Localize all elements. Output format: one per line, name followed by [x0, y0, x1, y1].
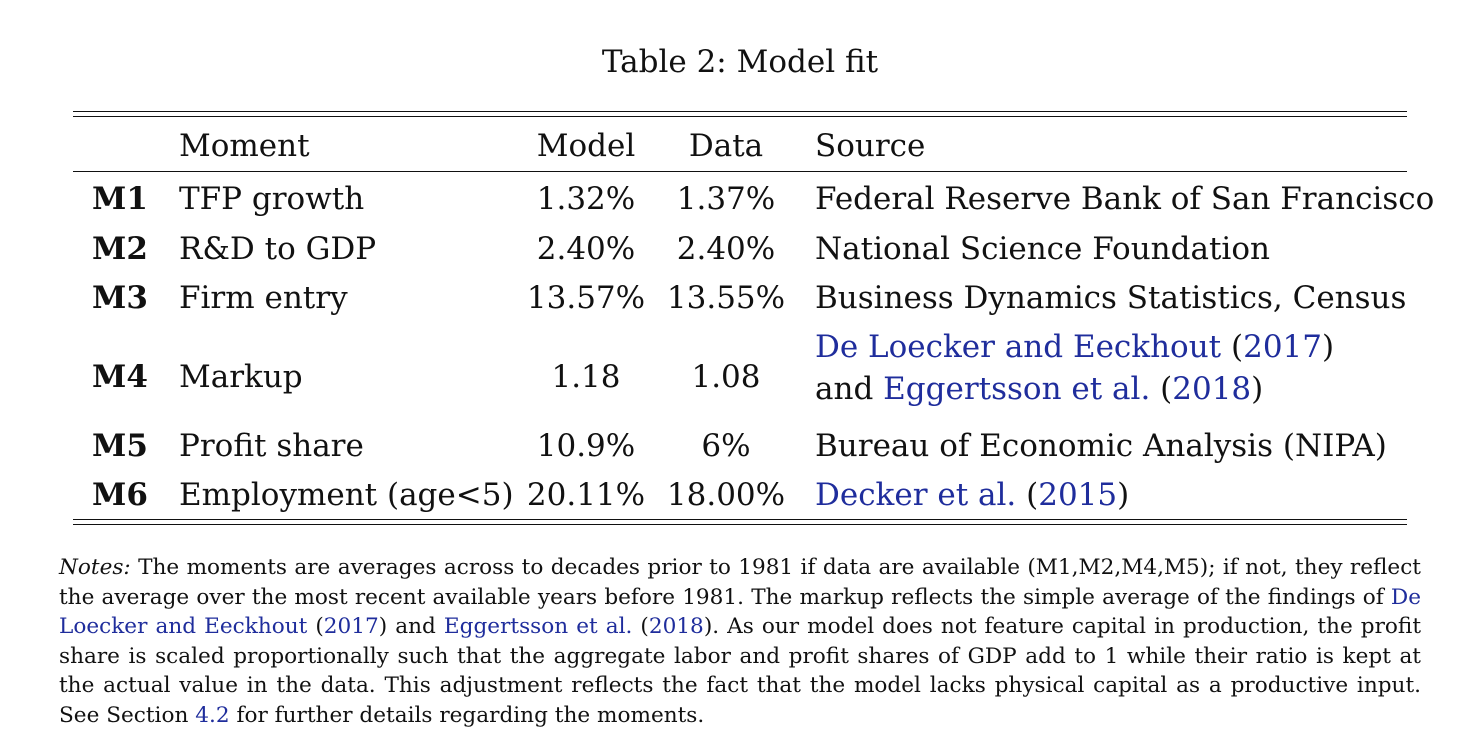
row-data-value: 2.40% [676, 231, 776, 267]
paren-open: ( [632, 614, 649, 639]
row-id: M1 [92, 181, 148, 217]
row-model-value: 1.18 [551, 359, 621, 395]
row-source: Decker et al. (2015) [815, 480, 1129, 511]
row-data-value: 6% [701, 428, 751, 464]
notes-label: Notes: [59, 555, 131, 580]
paren-close: ) [1322, 329, 1335, 365]
bottom-rule-outer [73, 524, 1407, 525]
paren-close: ) [1251, 371, 1264, 407]
citation-link[interactable]: Eggertsson et al. [883, 371, 1151, 407]
row-model-value: 1.32% [536, 181, 636, 217]
row-model-value: 10.9% [536, 428, 636, 464]
row-moment: Markup [179, 359, 303, 395]
row-moment: Profit share [179, 428, 364, 464]
bottom-rule-inner [73, 519, 1407, 520]
row-source: Federal Reserve Bank of San Francisco [815, 181, 1435, 217]
citation-year-link[interactable]: 2018 [648, 614, 704, 639]
citation-year-link[interactable]: 2018 [1172, 371, 1252, 407]
paren-open: ( [307, 614, 324, 639]
row-data-value: 13.55% [666, 280, 786, 316]
row-moment: R&D to GDP [179, 231, 377, 267]
citation-year-link[interactable]: 2017 [1243, 329, 1322, 365]
row-moment: TFP growth [179, 181, 365, 217]
paren-open: ( [1016, 477, 1039, 513]
row-moment: Firm entry [179, 280, 348, 316]
row-data-value: 1.37% [676, 181, 776, 217]
source-prefix: and [815, 371, 884, 407]
row-id: M6 [92, 477, 148, 513]
row-moment: Employment (age<5) [179, 477, 514, 513]
notes-text: ) and [378, 614, 444, 639]
citation-link[interactable]: Decker et al. [815, 477, 1017, 513]
notes-text: The moments are averages across to decad… [59, 555, 1421, 610]
row-source-line-1: De Loecker and Eeckhout (2017) [815, 332, 1334, 363]
notes-text: for further details regarding the moment… [229, 702, 705, 728]
paren-open: ( [1221, 329, 1244, 365]
row-data-value: 1.08 [691, 359, 761, 395]
citation-year-link[interactable]: 2015 [1038, 477, 1118, 513]
citation-link[interactable]: De Loecker and Eeckhout [59, 584, 1421, 640]
header-moment: Moment [179, 128, 310, 164]
row-id: M3 [92, 280, 148, 316]
citation-link[interactable]: Eggertsson et al. [443, 614, 633, 639]
row-source-line-2: and Eggertsson et al. (2018) [815, 374, 1263, 405]
paren-close: ) [1117, 477, 1130, 513]
row-id: M5 [92, 428, 148, 464]
row-data-value: 18.00% [666, 477, 786, 513]
header-rule [73, 171, 1407, 172]
top-rule-outer [73, 111, 1407, 112]
section-link[interactable]: 4.2 [195, 702, 230, 728]
citation-link[interactable]: De Loecker and Eeckhout [815, 329, 1222, 365]
row-model-value: 2.40% [536, 231, 636, 267]
table-caption: Table 2: Model fit [601, 44, 879, 80]
row-source: National Science Foundation [815, 231, 1270, 267]
row-id: M2 [92, 231, 148, 267]
row-source: Bureau of Economic Analysis (NIPA) [815, 428, 1387, 464]
top-rule-inner [73, 116, 1407, 117]
header-source: Source [815, 128, 926, 164]
notes-text: ). As our model does not feature capital… [59, 614, 1421, 728]
row-model-value: 20.11% [526, 477, 646, 513]
row-source: Business Dynamics Statistics, Census [815, 280, 1407, 316]
table-notes: Notes: The moments are averages across t… [59, 553, 1421, 730]
row-id: M4 [92, 359, 148, 395]
paren-open: ( [1150, 371, 1173, 407]
citation-year-link[interactable]: 2017 [323, 614, 379, 639]
header-data: Data [688, 128, 764, 164]
header-model: Model [536, 128, 636, 164]
row-model-value: 13.57% [526, 280, 646, 316]
